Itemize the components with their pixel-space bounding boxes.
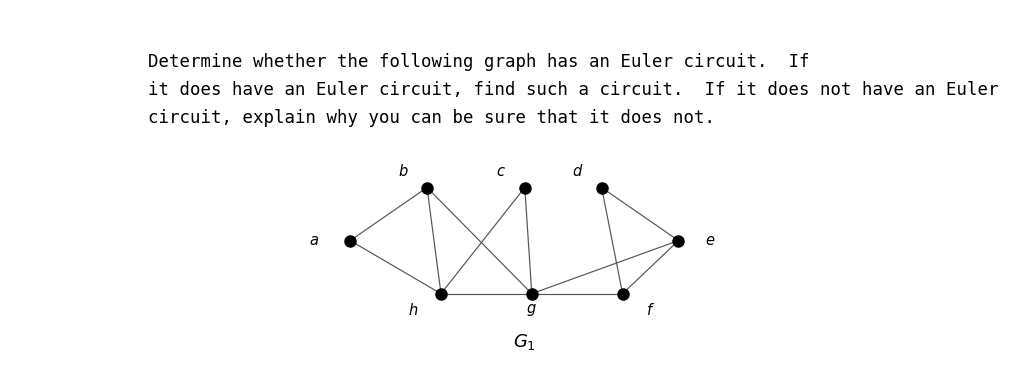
Text: $\mathit{e}$: $\mathit{e}$ [705, 233, 716, 248]
Text: $\mathit{c}$: $\mathit{c}$ [496, 164, 506, 179]
Text: circuit, explain why you can be sure that it does not.: circuit, explain why you can be sure tha… [147, 110, 715, 128]
Text: it does have an Euler circuit, find such a circuit.  If it does not have an Eule: it does have an Euler circuit, find such… [147, 81, 998, 99]
Text: $\mathit{h}$: $\mathit{h}$ [409, 302, 419, 318]
Text: $G_1$: $G_1$ [513, 332, 537, 352]
Text: $\mathit{g}$: $\mathit{g}$ [526, 302, 538, 318]
Text: Determine whether the following graph has an Euler circuit.  If: Determine whether the following graph ha… [147, 53, 809, 71]
Text: $\mathit{b}$: $\mathit{b}$ [398, 163, 409, 179]
Text: $\mathit{d}$: $\mathit{d}$ [572, 163, 584, 179]
Text: $\mathit{a}$: $\mathit{a}$ [309, 233, 319, 248]
Text: $\mathit{f}$: $\mathit{f}$ [646, 302, 654, 318]
